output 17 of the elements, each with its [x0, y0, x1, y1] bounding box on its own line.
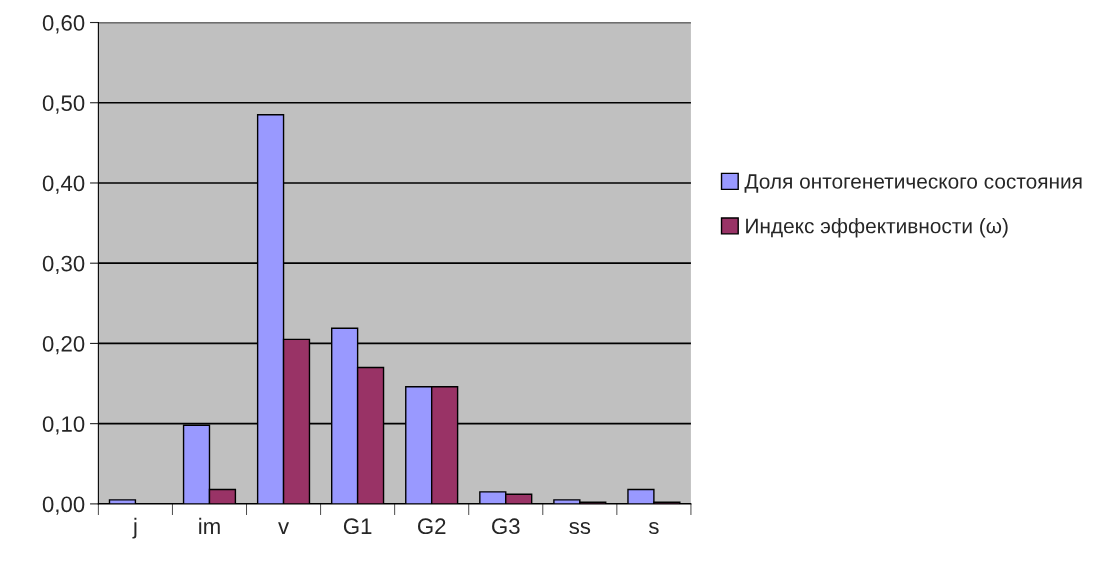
y-tick-label: 0,20	[42, 335, 85, 355]
x-tick-label: j	[132, 517, 137, 539]
y-tick-label: 0,60	[42, 15, 85, 34]
y-tick-label: 0,40	[42, 175, 85, 194]
x-tick-label: G1	[343, 518, 372, 535]
legend-label: Индекс эффективности (ω)	[746, 218, 1008, 238]
x-tick-label: s	[648, 521, 659, 535]
y-tick-label: 0,30	[42, 255, 85, 275]
x-tick-label: ss	[569, 521, 591, 535]
legend-label: Доля онтогенетического состояния	[744, 174, 1082, 193]
x-tick-label: G2	[417, 518, 446, 535]
x-tick-label: G3	[492, 518, 520, 535]
y-tick-label: 0,10	[42, 416, 85, 435]
y-tick-label: 0,00	[42, 496, 85, 515]
y-tick-label: 0,50	[42, 95, 85, 114]
x-tick-label: v	[278, 522, 290, 534]
x-tick-label: im	[199, 517, 220, 534]
